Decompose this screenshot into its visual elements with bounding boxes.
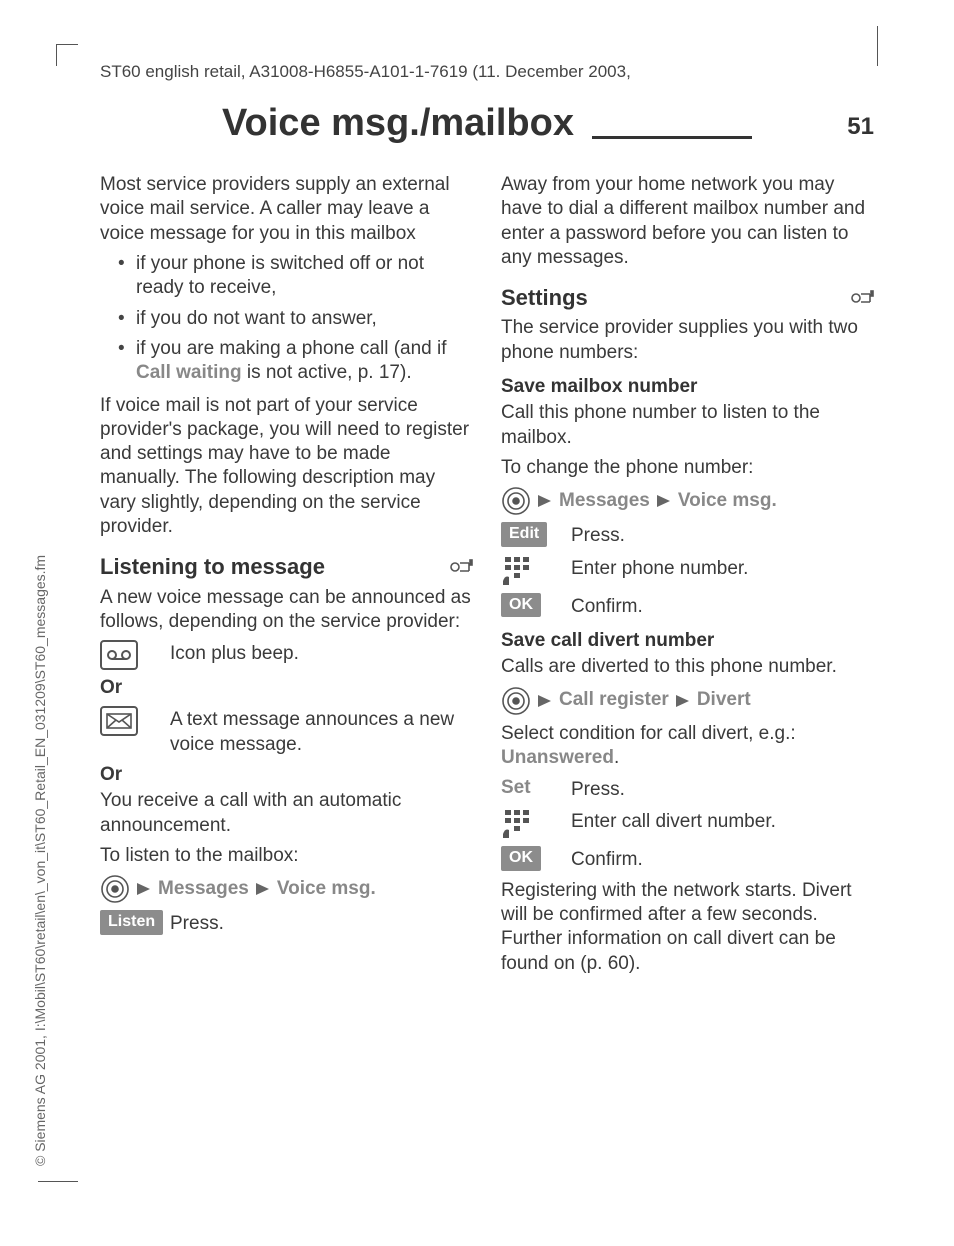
sub-save-mailbox: Save mailbox number	[501, 375, 874, 399]
bullet-2: if you do not want to answer,	[118, 307, 473, 331]
keypad-icon-2	[501, 808, 555, 840]
nav-voicemsg-label: Voice msg.	[277, 877, 376, 901]
select-cond: Select condition for call divert, e.g.: …	[501, 722, 874, 771]
voicemail-icon-text: Icon plus beep.	[170, 640, 473, 666]
bullet-3b: is not active, p. 17).	[242, 362, 412, 383]
set-label-text: Set	[501, 776, 531, 800]
nav-divert: Call register Divert	[501, 686, 874, 716]
edit-button: Edit	[501, 522, 555, 546]
section-settings: Settings	[501, 284, 874, 312]
step-ok-btn: OK Confirm.	[501, 593, 874, 619]
arrow-icon-2	[255, 882, 271, 896]
step-ok-2: OK Confirm.	[501, 846, 874, 872]
ok-button-label: OK	[501, 593, 541, 617]
bullet-3-gray: Call waiting	[136, 362, 242, 383]
section-listening: Listening to message	[100, 553, 473, 581]
divert-text: Calls are diverted to this phone number.	[501, 655, 874, 679]
header-line: ST60 english retail, A31008-H6855-A101-1…	[100, 62, 874, 82]
ok-button-2: OK	[501, 846, 555, 870]
select-cond-gray: Unanswered	[501, 747, 614, 768]
arrow-icon-4	[656, 494, 672, 508]
nav-voicemsg-2: Voice msg.	[678, 489, 777, 513]
arrow-icon-3	[537, 494, 553, 508]
listen-mailbox-text: To listen to the mailbox:	[100, 844, 473, 868]
nav-edit: Messages Voice msg.	[501, 486, 874, 516]
nav-messages-label: Messages	[158, 877, 249, 901]
ok-confirm: Confirm.	[571, 593, 874, 619]
select-cond-a: Select condition for call divert, e.g.:	[501, 723, 796, 744]
ok-button: OK	[501, 593, 555, 617]
or-2: Or	[100, 763, 473, 787]
section-settings-label: Settings	[501, 284, 588, 312]
title-row: Voice msg./mailbox 51	[100, 102, 874, 145]
columns: Most service providers supply an externa…	[100, 173, 874, 982]
save-mailbox-text: Call this phone number to listen to the …	[501, 401, 874, 450]
intro-text: Most service providers supply an externa…	[100, 173, 473, 246]
right-column: Away from your home network you may have…	[501, 173, 874, 982]
step-keypad: Enter phone number.	[501, 555, 874, 587]
joystick-icon	[100, 874, 130, 904]
arrow-icon-5	[537, 694, 553, 708]
crop-mark-tr	[877, 26, 878, 66]
select-cond-b: .	[614, 747, 619, 768]
sim-icon-2	[848, 288, 874, 308]
enter-phone-text: Enter phone number.	[571, 555, 874, 581]
ok-button-2-label: OK	[501, 846, 541, 870]
title-underline	[592, 136, 752, 139]
nav-divert-label: Divert	[697, 688, 751, 712]
ok-confirm-2: Confirm.	[571, 846, 874, 872]
left-column: Most service providers supply an externa…	[100, 173, 473, 982]
sub-save-divert: Save call divert number	[501, 629, 874, 653]
bullet-3: if you are making a phone call (and if C…	[118, 337, 473, 386]
listen-button-label: Listen	[100, 910, 163, 934]
nav-listen: Messages Voice msg.	[100, 874, 473, 904]
arrow-icon	[136, 882, 152, 896]
sim-icon	[447, 557, 473, 577]
edit-press: Press.	[571, 522, 874, 548]
envelope-icon	[100, 706, 154, 736]
final-text: Registering with the network starts. Div…	[501, 879, 874, 976]
keypad-icon	[501, 555, 555, 587]
step-set: Set Press.	[501, 776, 874, 802]
listen-button: Listen	[100, 910, 154, 934]
step-keypad-2: Enter call divert number.	[501, 808, 874, 840]
settings-intro: The service provider supplies you with t…	[501, 316, 874, 365]
step-listen-btn: Listen Press.	[100, 910, 473, 936]
crop-mark-bl	[38, 1181, 78, 1182]
away-text: Away from your home network you may have…	[501, 173, 874, 270]
nav-callreg-label: Call register	[559, 688, 669, 712]
listen-press: Press.	[170, 910, 473, 936]
page-number: 51	[847, 113, 874, 141]
arrow-icon-6	[675, 694, 691, 708]
step-edit-btn: Edit Press.	[501, 522, 874, 548]
or-1: Or	[100, 676, 473, 700]
para-2: If voice mail is not part of your servic…	[100, 394, 473, 540]
bullet-list: if your phone is switched off or not rea…	[118, 252, 473, 386]
set-press: Press.	[571, 776, 874, 802]
step-sms-icon: A text message announces a new voice mes…	[100, 706, 473, 757]
joystick-icon-3	[501, 686, 531, 716]
auto-call-text: You receive a call with an automatic ann…	[100, 789, 473, 838]
edit-button-label: Edit	[501, 522, 547, 546]
section-listening-label: Listening to message	[100, 553, 325, 581]
side-copyright: © Siemens AG 2001, I:\Mobil\ST60\retail\…	[32, 66, 48, 1166]
page-content: ST60 english retail, A31008-H6855-A101-1…	[100, 62, 874, 1186]
step-voicemail-icon: Icon plus beep.	[100, 640, 473, 670]
bullet-3a: if you are making a phone call (and if	[136, 338, 447, 359]
enter-divert-text: Enter call divert number.	[571, 808, 874, 834]
page-title: Voice msg./mailbox	[222, 102, 574, 145]
voicemail-icon	[100, 640, 154, 670]
change-number-text: To change the phone number:	[501, 456, 874, 480]
sms-text: A text message announces a new voice mes…	[170, 706, 473, 757]
joystick-icon-2	[501, 486, 531, 516]
nav-messages-2: Messages	[559, 489, 650, 513]
crop-mark-tl	[56, 44, 78, 66]
listen-intro: A new voice message can be announced as …	[100, 586, 473, 635]
bullet-1: if your phone is switched off or not rea…	[118, 252, 473, 301]
set-label: Set	[501, 776, 555, 800]
